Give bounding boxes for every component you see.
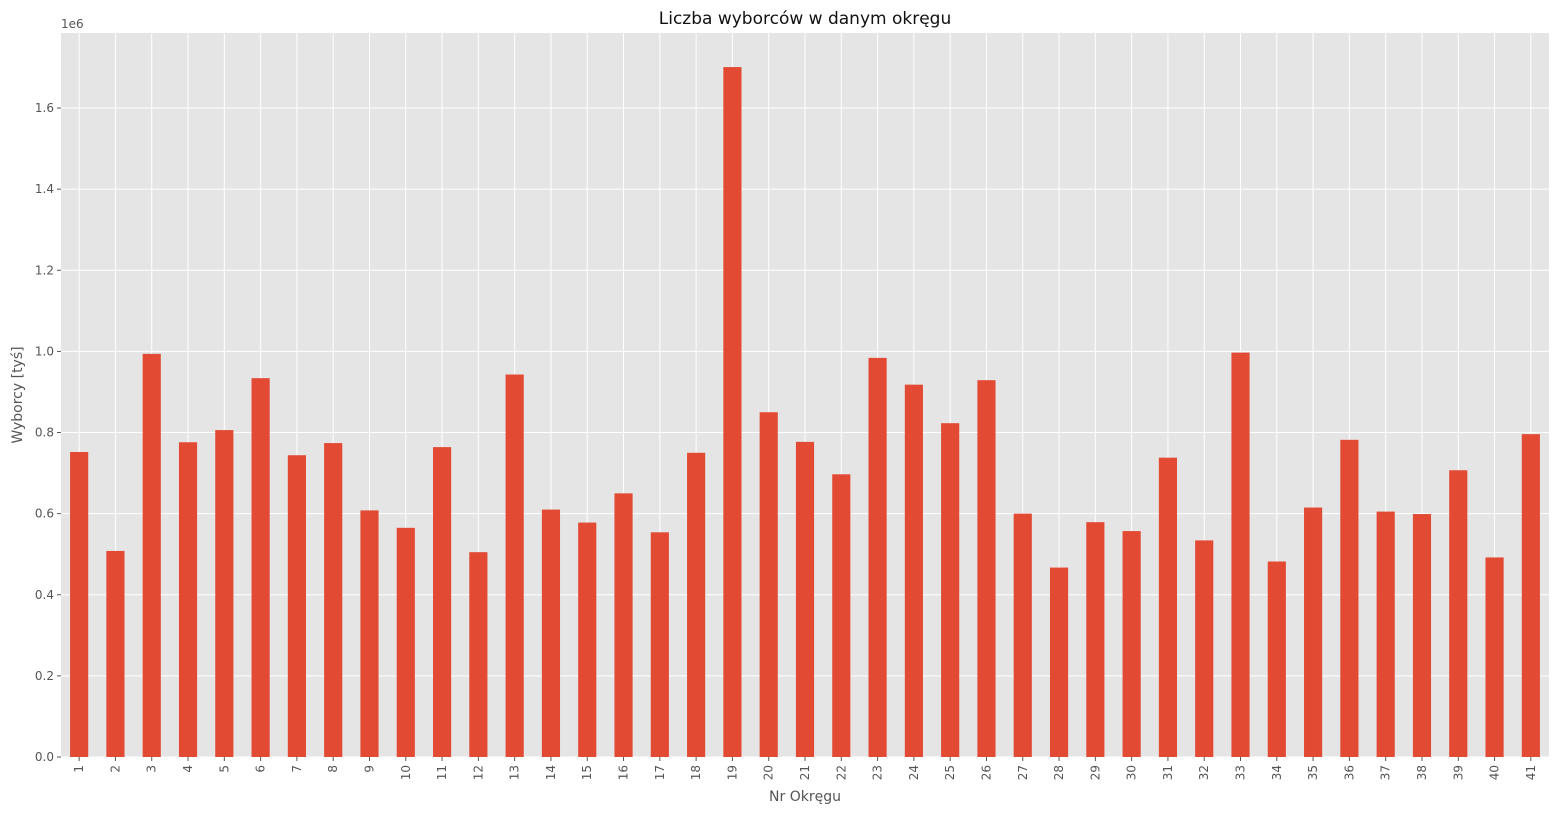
- x-tick-label: 11: [435, 765, 449, 780]
- x-tick-label: 7: [290, 765, 304, 773]
- x-tick-label: 28: [1052, 765, 1066, 780]
- y-tick-label: 1.0: [35, 344, 54, 358]
- x-tick-label: 2: [108, 765, 122, 773]
- bar-okreg-24: [904, 384, 923, 757]
- bar-okreg-1: [70, 451, 89, 757]
- x-axis-label: Nr Okręgu: [769, 789, 841, 805]
- y-tick-label: 1.6: [35, 101, 54, 115]
- x-tick-label: 21: [798, 765, 812, 780]
- x-tick-label: 19: [725, 765, 739, 780]
- x-tick-label: 26: [979, 765, 993, 780]
- x-tick-label: 33: [1234, 765, 1248, 780]
- bar-okreg-21: [795, 441, 815, 757]
- x-tick-label: 16: [617, 765, 631, 780]
- x-tick-label: 37: [1379, 765, 1393, 780]
- bar-okreg-27: [1013, 513, 1032, 757]
- bar-okreg-10: [396, 527, 415, 757]
- y-tick-label: 1.2: [35, 263, 54, 277]
- y-tick-label: 0.8: [35, 426, 54, 440]
- bar-okreg-40: [1485, 557, 1504, 757]
- x-tick-label: 29: [1088, 765, 1102, 780]
- bar-okreg-33: [1231, 352, 1250, 757]
- bar-okreg-38: [1412, 514, 1432, 757]
- x-tick-label: 4: [181, 765, 195, 773]
- x-tick-label: 17: [653, 765, 667, 780]
- x-tick-label: 36: [1342, 765, 1356, 780]
- bar-okreg-16: [614, 493, 633, 757]
- y-axis-ticks: 0.0 0.2 0.4 0.6 0.8 1.0 1.2 1.4 1.6: [35, 101, 61, 764]
- x-tick-label: 18: [689, 765, 703, 780]
- x-tick-label: 35: [1306, 765, 1320, 780]
- x-tick-label: 31: [1161, 765, 1175, 780]
- bar-okreg-22: [832, 474, 851, 757]
- x-tick-label: 12: [471, 765, 485, 780]
- x-tick-label: 13: [508, 765, 522, 780]
- x-tick-label: 40: [1488, 765, 1502, 780]
- x-tick-label: 22: [834, 765, 848, 780]
- bar-okreg-41: [1521, 434, 1540, 757]
- bar-okreg-25: [941, 423, 960, 757]
- y-axis-offset-label: 1e6: [61, 17, 84, 31]
- bar-okreg-12: [469, 552, 488, 757]
- bar-okreg-9: [360, 510, 379, 757]
- x-tick-label: 9: [362, 765, 376, 773]
- bar-okreg-31: [1158, 457, 1177, 757]
- x-tick-label: 30: [1125, 765, 1139, 780]
- x-tick-label: 14: [544, 765, 558, 780]
- y-tick-label: 0.2: [35, 669, 54, 683]
- bars: [70, 67, 1540, 758]
- bar-okreg-29: [1086, 522, 1105, 757]
- bar-okreg-32: [1195, 540, 1214, 757]
- bar-okreg-35: [1304, 507, 1323, 757]
- bar-okreg-6: [251, 378, 270, 757]
- bar-okreg-26: [977, 380, 996, 757]
- x-axis-ticks: 1 2 3 4 5 6 7 8 9 10 11 12 13 14 15 16 17 18 19 20 21 22 23 24 2…: [72, 757, 1538, 780]
- bar-okreg-17: [650, 532, 669, 757]
- x-tick-label: 23: [871, 765, 885, 780]
- x-tick-label: 38: [1415, 765, 1429, 780]
- x-tick-label: 39: [1451, 765, 1465, 780]
- y-axis-label: Wyborcy [tyś]: [10, 346, 26, 443]
- x-tick-label: 8: [326, 765, 340, 773]
- y-tick-label: 0.6: [35, 507, 54, 521]
- bar-okreg-30: [1122, 531, 1141, 757]
- x-tick-label: 15: [580, 765, 594, 780]
- y-tick-label: 0.0: [35, 750, 54, 764]
- x-tick-label: 24: [907, 765, 921, 780]
- x-tick-label: 27: [1016, 765, 1030, 780]
- bar-okreg-7: [287, 455, 306, 757]
- x-tick-label: 6: [254, 765, 268, 773]
- chart-title: Liczba wyborców w danym okręgu: [659, 9, 951, 29]
- x-tick-label: 20: [762, 765, 776, 780]
- bar-okreg-8: [324, 443, 343, 757]
- bar-okreg-34: [1267, 561, 1286, 757]
- bar-okreg-39: [1449, 470, 1468, 757]
- bar-okreg-15: [578, 522, 597, 757]
- bar-okreg-28: [1049, 567, 1069, 757]
- x-tick-label: 25: [943, 765, 957, 780]
- bar-okreg-11: [433, 447, 452, 757]
- x-tick-label: 1: [72, 765, 86, 773]
- x-tick-label: 10: [399, 765, 413, 780]
- y-tick-label: 1.4: [35, 182, 54, 196]
- bar-okreg-19: [723, 67, 742, 758]
- x-tick-label: 34: [1270, 765, 1284, 780]
- bar-okreg-37: [1376, 511, 1395, 757]
- y-tick-label: 0.4: [35, 588, 54, 602]
- bar-okreg-5: [215, 430, 234, 757]
- bar-okreg-36: [1340, 439, 1359, 757]
- bar-okreg-3: [142, 353, 161, 757]
- x-tick-label: 32: [1197, 765, 1211, 780]
- bar-okreg-23: [868, 357, 887, 757]
- bar-okreg-20: [759, 412, 778, 757]
- bar-okreg-18: [687, 452, 706, 757]
- bar-okreg-4: [178, 442, 198, 757]
- bar-okreg-2: [106, 550, 125, 757]
- bar-okreg-13: [505, 374, 524, 757]
- x-tick-label: 5: [217, 765, 231, 773]
- x-tick-label: 3: [145, 765, 159, 773]
- x-tick-label: 41: [1524, 765, 1538, 780]
- bar-okreg-14: [541, 509, 561, 757]
